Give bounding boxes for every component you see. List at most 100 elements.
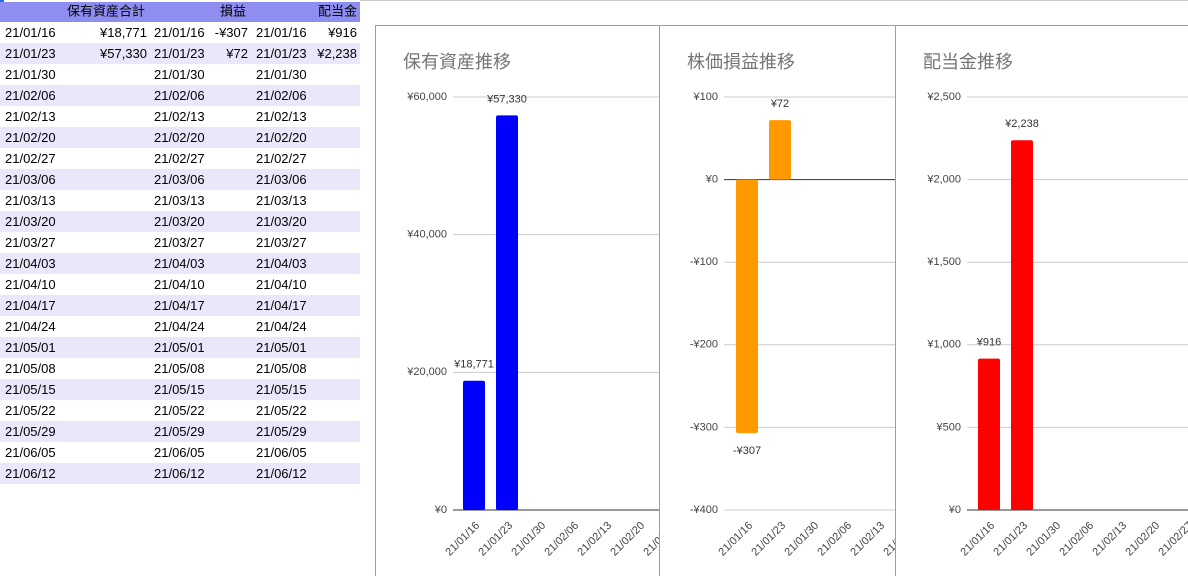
table-row — [0, 190, 360, 211]
table-cell: 21/04/24 — [256, 319, 307, 334]
table-row — [0, 169, 360, 190]
value-label: -¥307 — [733, 445, 761, 457]
y-tick-label: -¥200 — [690, 339, 718, 351]
bar — [496, 115, 518, 510]
table-cell: 21/02/13 — [5, 109, 56, 124]
table-cell: 21/04/24 — [154, 319, 205, 334]
header-cell: 保有資産合計 — [67, 3, 145, 18]
table-row — [0, 43, 360, 64]
table-row — [0, 85, 360, 106]
y-tick-label: ¥2,500 — [926, 91, 961, 103]
table-cell: 21/06/05 — [256, 445, 307, 460]
table-cell: 21/01/30 — [5, 67, 56, 82]
table-row — [0, 253, 360, 274]
table-cell: ¥2,238 — [316, 46, 357, 61]
y-tick-label: ¥2,000 — [926, 174, 961, 186]
table-cell: 21/04/10 — [5, 277, 56, 292]
table-cell: 21/03/27 — [154, 235, 205, 250]
header-cell: 損益 — [220, 3, 246, 18]
table-row — [0, 358, 360, 379]
table-cell: 21/05/15 — [256, 382, 307, 397]
chart-title: 保有資産推移 — [403, 52, 511, 72]
table-cell: 21/01/16 — [256, 25, 307, 40]
table-cell: 21/05/29 — [154, 424, 205, 439]
table-cell: ¥18,771 — [99, 25, 147, 40]
table-cell: 21/02/20 — [154, 130, 205, 145]
bar — [736, 179, 758, 434]
y-tick-label: ¥500 — [936, 421, 961, 433]
table-cell: 21/05/01 — [256, 340, 307, 355]
table-cell: 21/01/30 — [256, 67, 307, 82]
table-cell: 21/02/20 — [5, 130, 56, 145]
table-cell: 21/05/01 — [154, 340, 205, 355]
table-row — [0, 442, 360, 463]
table-cell: 21/02/20 — [256, 130, 307, 145]
table-row — [0, 148, 360, 169]
table-cell: 21/04/10 — [154, 277, 205, 292]
table-cell: 21/05/15 — [154, 382, 205, 397]
table-cell: 21/02/06 — [154, 88, 205, 103]
table-cell: ¥57,330 — [99, 46, 147, 61]
chart-title: 株価損益推移 — [687, 52, 795, 72]
table-cell: 21/02/13 — [256, 109, 307, 124]
table-row — [0, 463, 360, 484]
table-cell: 21/03/20 — [5, 214, 56, 229]
value-label: ¥916 — [976, 337, 1001, 349]
table-cell: 21/06/05 — [154, 445, 205, 460]
y-tick-label: ¥0 — [434, 504, 447, 516]
chart-title: 配当金推移 — [923, 52, 1013, 72]
table-cell: 21/04/03 — [256, 256, 307, 271]
bar — [769, 120, 791, 180]
table-cell: 21/02/06 — [5, 88, 56, 103]
table-cell: 21/01/16 — [5, 25, 56, 40]
y-tick-label: -¥400 — [690, 504, 718, 516]
table-cell: 21/05/22 — [5, 403, 56, 418]
table-cell: 21/05/08 — [256, 361, 307, 376]
value-label: ¥2,238 — [1004, 118, 1039, 130]
header-cell: 配当金 — [318, 3, 357, 18]
table-cell: 21/05/15 — [5, 382, 56, 397]
table-cell: 21/01/23 — [154, 46, 205, 61]
bar — [463, 380, 485, 510]
table-row — [0, 22, 360, 43]
table-row — [0, 316, 360, 337]
table-cell: 21/04/24 — [5, 319, 56, 334]
table-cell: 21/05/22 — [256, 403, 307, 418]
y-tick-label: ¥1,000 — [926, 339, 961, 351]
value-label: ¥72 — [770, 98, 789, 110]
table-cell: ¥916 — [327, 25, 357, 40]
table-cell: 21/04/10 — [256, 277, 307, 292]
table-row — [0, 211, 360, 232]
value-label: ¥18,771 — [453, 359, 494, 371]
table-cell: 21/02/13 — [154, 109, 205, 124]
y-tick-label: ¥100 — [693, 91, 718, 103]
table-cell: 21/02/27 — [5, 151, 56, 166]
table-cell: 21/03/06 — [256, 172, 307, 187]
y-tick-label: ¥60,000 — [406, 91, 447, 103]
y-tick-label: ¥20,000 — [406, 366, 447, 378]
table-cell: 21/03/27 — [5, 235, 56, 250]
table-cell: 21/01/30 — [154, 67, 205, 82]
table-cell: 21/05/08 — [5, 361, 56, 376]
table-row — [0, 379, 360, 400]
table-cell: 21/06/12 — [5, 466, 56, 481]
table-row — [0, 64, 360, 85]
y-tick-label: ¥1,500 — [926, 256, 961, 268]
bar — [1011, 140, 1033, 510]
table-cell: 21/04/03 — [154, 256, 205, 271]
table-cell: 21/05/29 — [256, 424, 307, 439]
value-label: ¥57,330 — [486, 93, 527, 105]
table-cell: 21/01/16 — [154, 25, 205, 40]
table-cell: -¥307 — [215, 25, 248, 40]
chart-panel — [895, 25, 1188, 576]
header-row — [0, 2, 360, 22]
table-cell: 21/03/20 — [154, 214, 205, 229]
y-tick-label: -¥300 — [690, 421, 718, 433]
table-cell: 21/04/17 — [256, 298, 307, 313]
chart-panel — [659, 25, 896, 576]
table-cell: 21/01/23 — [256, 46, 307, 61]
table-cell: 21/04/17 — [5, 298, 56, 313]
table-cell: 21/03/06 — [154, 172, 205, 187]
table-cell: 21/05/22 — [154, 403, 205, 418]
